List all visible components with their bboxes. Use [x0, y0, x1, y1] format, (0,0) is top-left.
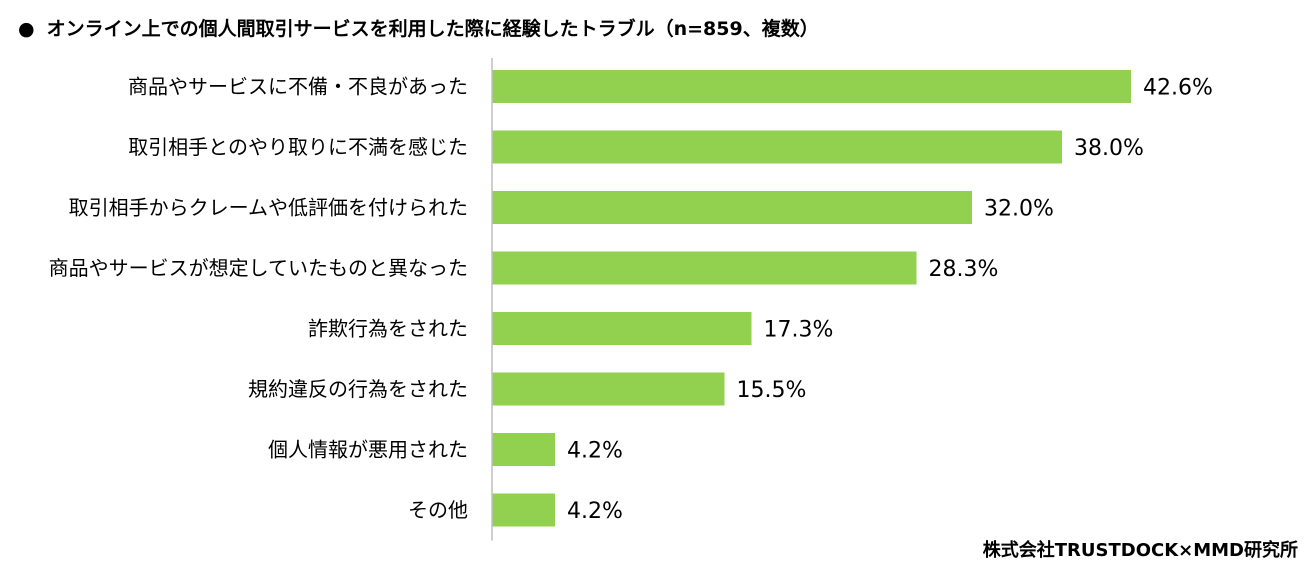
bar-2	[492, 130, 1062, 164]
value-label-2: 38.0%	[1074, 136, 1144, 161]
category-label-6: 規約違反の行為をされた	[248, 377, 468, 401]
chart-title: ● オンライン上での個人間取引サービスを利用した際に経験したトラブル（n=859、…	[18, 14, 819, 41]
category-label-4: 商品やサービスが想定していたものと異なった	[49, 256, 468, 280]
source-credit: 株式会社TRUSTDOCK×MMD研究所	[982, 540, 1298, 561]
title-bullet: ●	[18, 18, 35, 40]
value-label-1: 42.6%	[1143, 76, 1213, 101]
bar-4	[492, 251, 917, 285]
bar-1	[492, 70, 1131, 103]
bar-6	[492, 372, 725, 406]
value-label-8: 4.2%	[567, 499, 623, 524]
bar-7	[492, 433, 555, 466]
category-label-7: 個人情報が悪用された	[268, 438, 468, 462]
value-label-3: 32.0%	[984, 197, 1054, 222]
bar-3	[492, 191, 972, 224]
category-label-5: 詐欺行為をされた	[308, 317, 468, 341]
title-text: オンライン上での個人間取引サービスを利用した際に経験したトラブル（n=859、複…	[46, 18, 819, 40]
category-label-1: 商品やサービスに不備・不良があった	[128, 75, 468, 99]
category-label-3: 取引相手からクレームや低評価を付けられた	[69, 196, 468, 220]
bar-5	[492, 312, 752, 345]
value-label-6: 15.5%	[737, 378, 807, 403]
category-label-8: その他	[408, 498, 468, 522]
value-label-5: 17.3%	[764, 318, 834, 343]
value-label-7: 4.2%	[567, 439, 623, 464]
category-label-2: 取引相手とのやり取りに不満を感じた	[128, 135, 468, 159]
bar-8	[492, 493, 555, 527]
value-label-4: 28.3%	[929, 257, 999, 282]
